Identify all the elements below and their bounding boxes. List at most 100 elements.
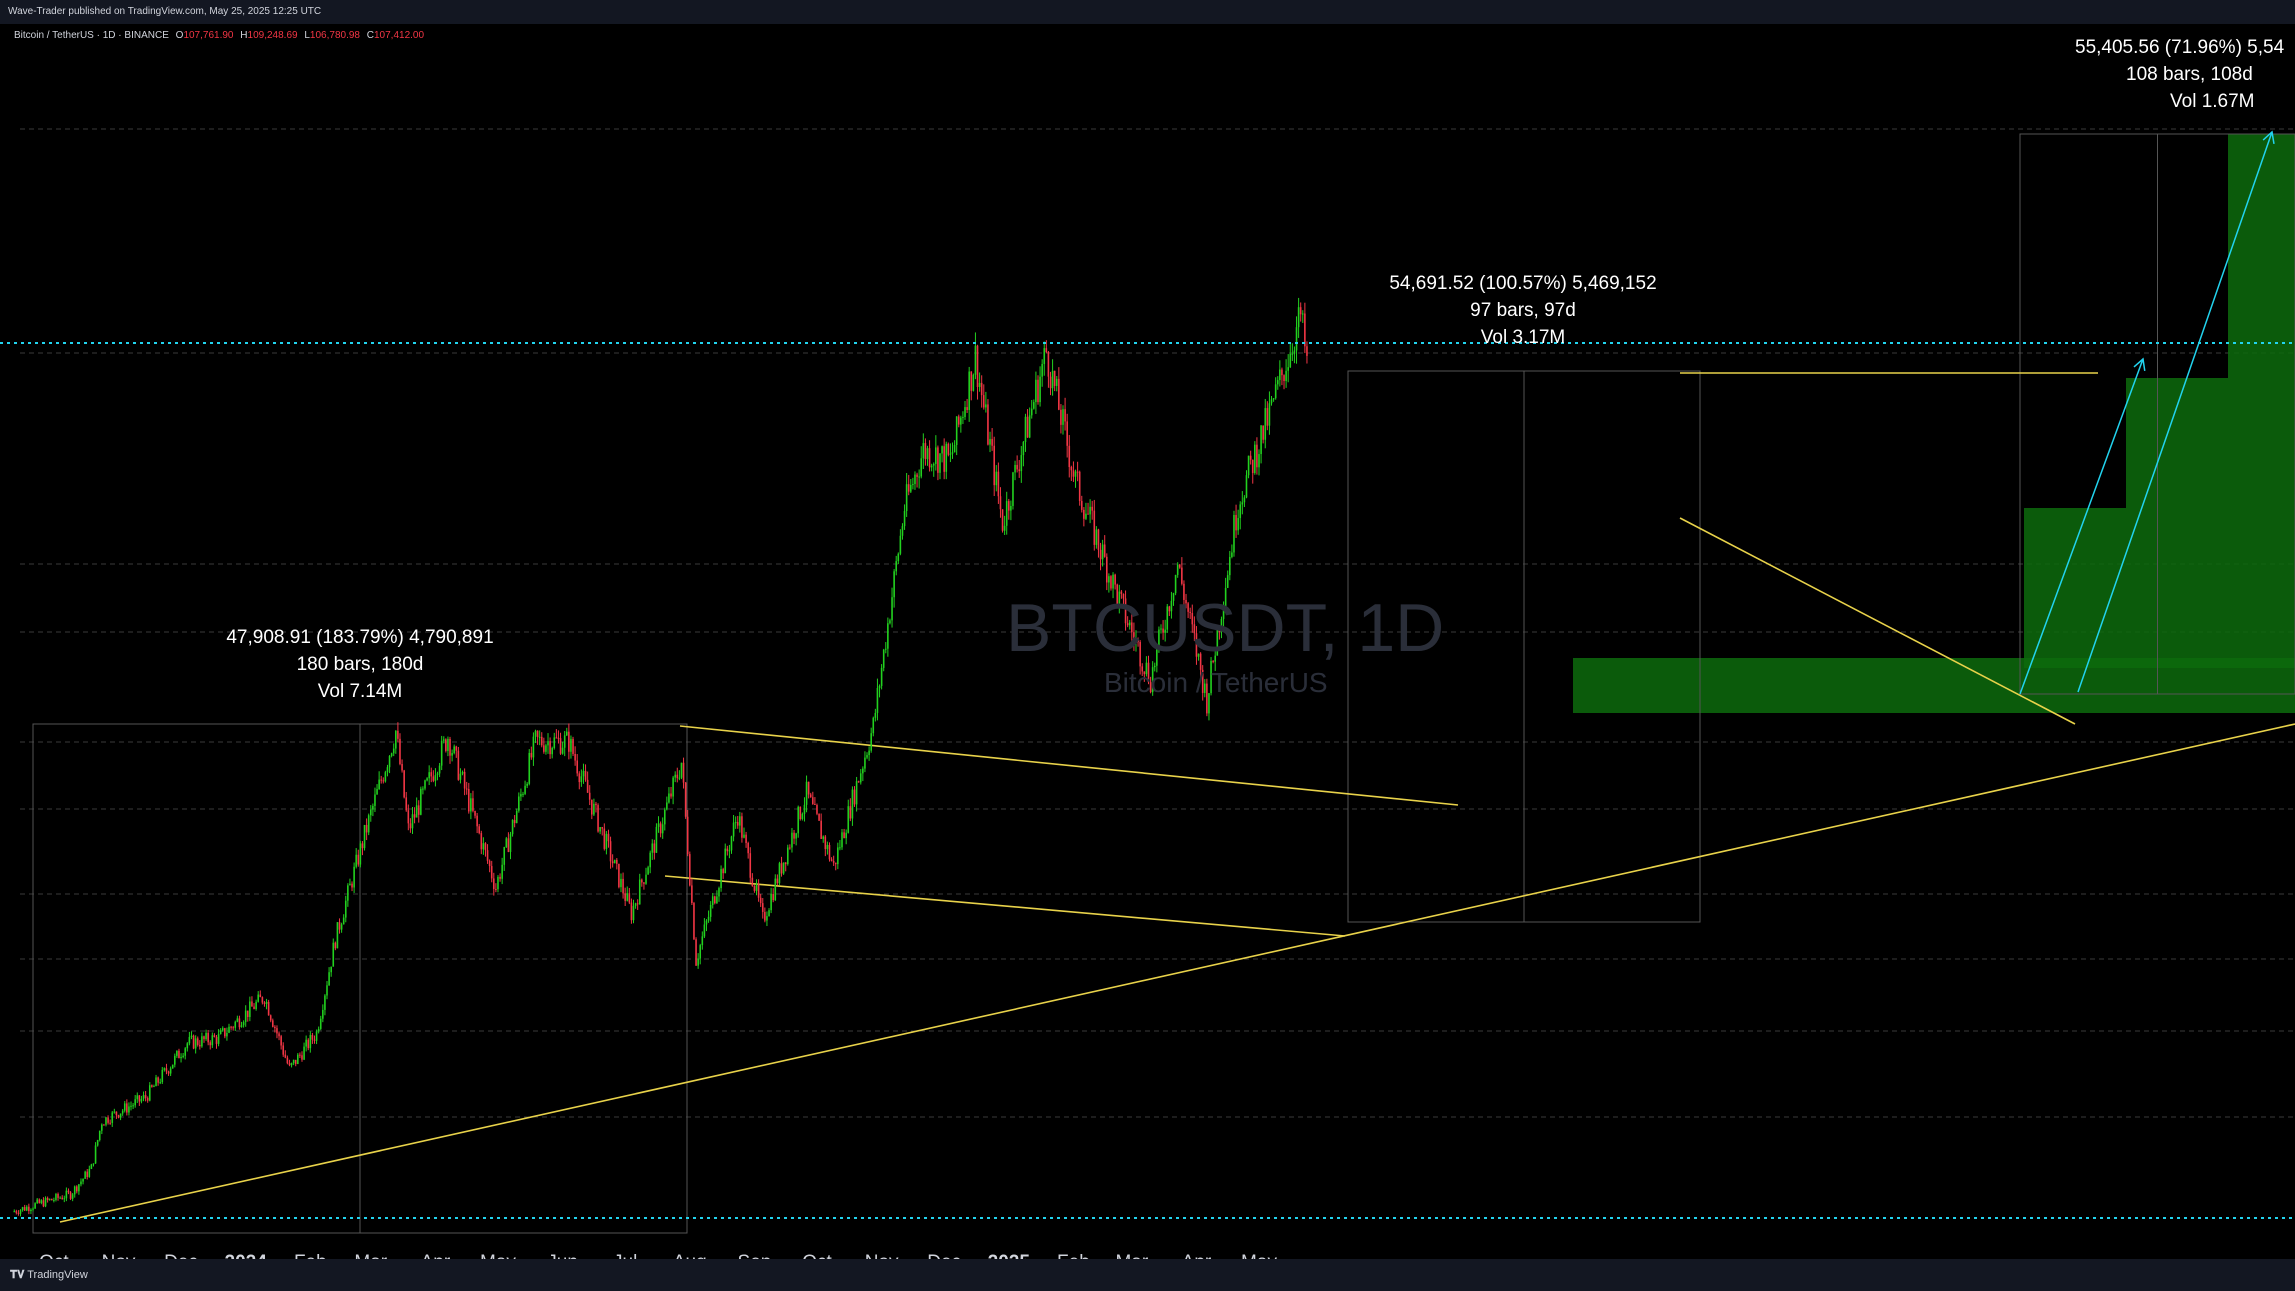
- candle-body: [816, 805, 818, 814]
- candle-body: [357, 854, 360, 865]
- candle-body: [1183, 583, 1185, 600]
- candle-body: [661, 824, 664, 834]
- candle-body: [549, 741, 551, 755]
- candle-body: [607, 833, 610, 842]
- candle-body: [1193, 624, 1196, 634]
- candle-body: [369, 809, 372, 816]
- candle-body: [401, 763, 403, 771]
- candle-body: [578, 773, 581, 783]
- levels: [0, 342, 2295, 1219]
- candle-body: [486, 850, 489, 861]
- candle-body: [505, 838, 508, 848]
- candle-body: [538, 736, 541, 738]
- candle-body: [1043, 348, 1046, 365]
- candle-body: [1047, 351, 1050, 377]
- candle-body: [455, 746, 458, 751]
- candle-body: [824, 836, 827, 850]
- candle-body: [962, 416, 964, 418]
- candle-body: [616, 859, 618, 864]
- candle-body: [739, 816, 741, 826]
- candle-body: [246, 1010, 249, 1017]
- candle-body: [84, 1171, 86, 1179]
- candle-body: [859, 773, 862, 783]
- candle-body: [53, 1199, 55, 1201]
- candle-body: [951, 452, 954, 454]
- candle-body: [724, 848, 727, 874]
- candle-body: [226, 1032, 228, 1037]
- candle-body: [1110, 576, 1112, 589]
- footer-brand: TradingView: [27, 1269, 88, 1281]
- candle-body: [219, 1030, 222, 1035]
- candle-body: [1010, 505, 1012, 511]
- candle-body: [169, 1068, 172, 1074]
- candle-body: [916, 474, 918, 477]
- candle-body: [196, 1038, 199, 1045]
- candle-body: [1093, 510, 1096, 545]
- candle-body: [305, 1039, 307, 1047]
- candle-body: [1201, 669, 1204, 693]
- publish-text: Wave-Trader published on TradingView.com…: [8, 6, 322, 17]
- legend-h-value: 109,248.69: [247, 30, 298, 41]
- candle-body: [163, 1068, 166, 1070]
- candle-body: [1139, 642, 1141, 667]
- candle-body: [1176, 564, 1179, 575]
- candle-body: [117, 1115, 120, 1118]
- candle-body: [390, 753, 393, 756]
- candle-body: [205, 1032, 207, 1040]
- price-chart[interactable]: [0, 24, 2295, 1259]
- candle-body: [1262, 425, 1264, 440]
- candle-body: [111, 1112, 114, 1123]
- candle-body: [522, 793, 524, 795]
- candle-body: [749, 853, 752, 878]
- candle-body: [303, 1046, 305, 1060]
- candle-body: [705, 920, 708, 925]
- chart-area[interactable]: Bitcoin / TetherUS · 1D · BINANCE O107,7…: [0, 24, 2295, 1273]
- candle-body: [889, 620, 891, 624]
- candle-body: [238, 1018, 241, 1028]
- candle-body: [159, 1082, 162, 1084]
- candle-body: [403, 770, 405, 798]
- candle-body: [374, 794, 376, 806]
- candle-body: [399, 738, 401, 764]
- candle-body: [430, 772, 433, 777]
- candle-body: [743, 834, 745, 838]
- candle-body: [253, 1006, 255, 1010]
- candle-body: [436, 773, 439, 776]
- candle-body: [1226, 575, 1229, 588]
- candle-body: [588, 792, 591, 800]
- candle-body: [1128, 622, 1131, 626]
- candle-body: [1287, 367, 1289, 371]
- candle-body: [1053, 370, 1056, 386]
- candle-body: [997, 471, 1000, 497]
- candle-body: [930, 465, 933, 468]
- candle-body: [839, 847, 841, 849]
- candle-body: [290, 1063, 293, 1066]
- candle-body: [155, 1077, 157, 1087]
- candle-body: [1237, 518, 1239, 531]
- candle-body: [46, 1197, 49, 1201]
- candle-body: [67, 1190, 70, 1193]
- candle-body: [42, 1200, 45, 1207]
- candle-body: [747, 842, 749, 854]
- candle-body: [1087, 513, 1089, 515]
- candle-body: [432, 776, 435, 781]
- candle-body: [515, 810, 518, 824]
- watermark-title: BTCUSDT, 1D: [1006, 590, 1445, 666]
- candle-body: [1124, 598, 1127, 624]
- candle-body: [734, 822, 737, 824]
- candle-body: [586, 779, 589, 793]
- candle-body: [553, 737, 556, 748]
- candle-body: [61, 1197, 64, 1200]
- candle-body: [634, 903, 637, 906]
- candle-body: [407, 810, 410, 824]
- candle-body: [1001, 509, 1004, 531]
- projection-arrowhead: [2133, 357, 2146, 371]
- candle-body: [857, 781, 860, 783]
- candle-body: [484, 843, 487, 851]
- candle-body: [1126, 623, 1129, 626]
- candle-body: [340, 924, 343, 930]
- candle-body: [851, 789, 854, 819]
- candle-body: [989, 438, 991, 445]
- watermark-subtitle: Bitcoin / TetherUS: [1104, 667, 1328, 698]
- candle-body: [907, 484, 910, 492]
